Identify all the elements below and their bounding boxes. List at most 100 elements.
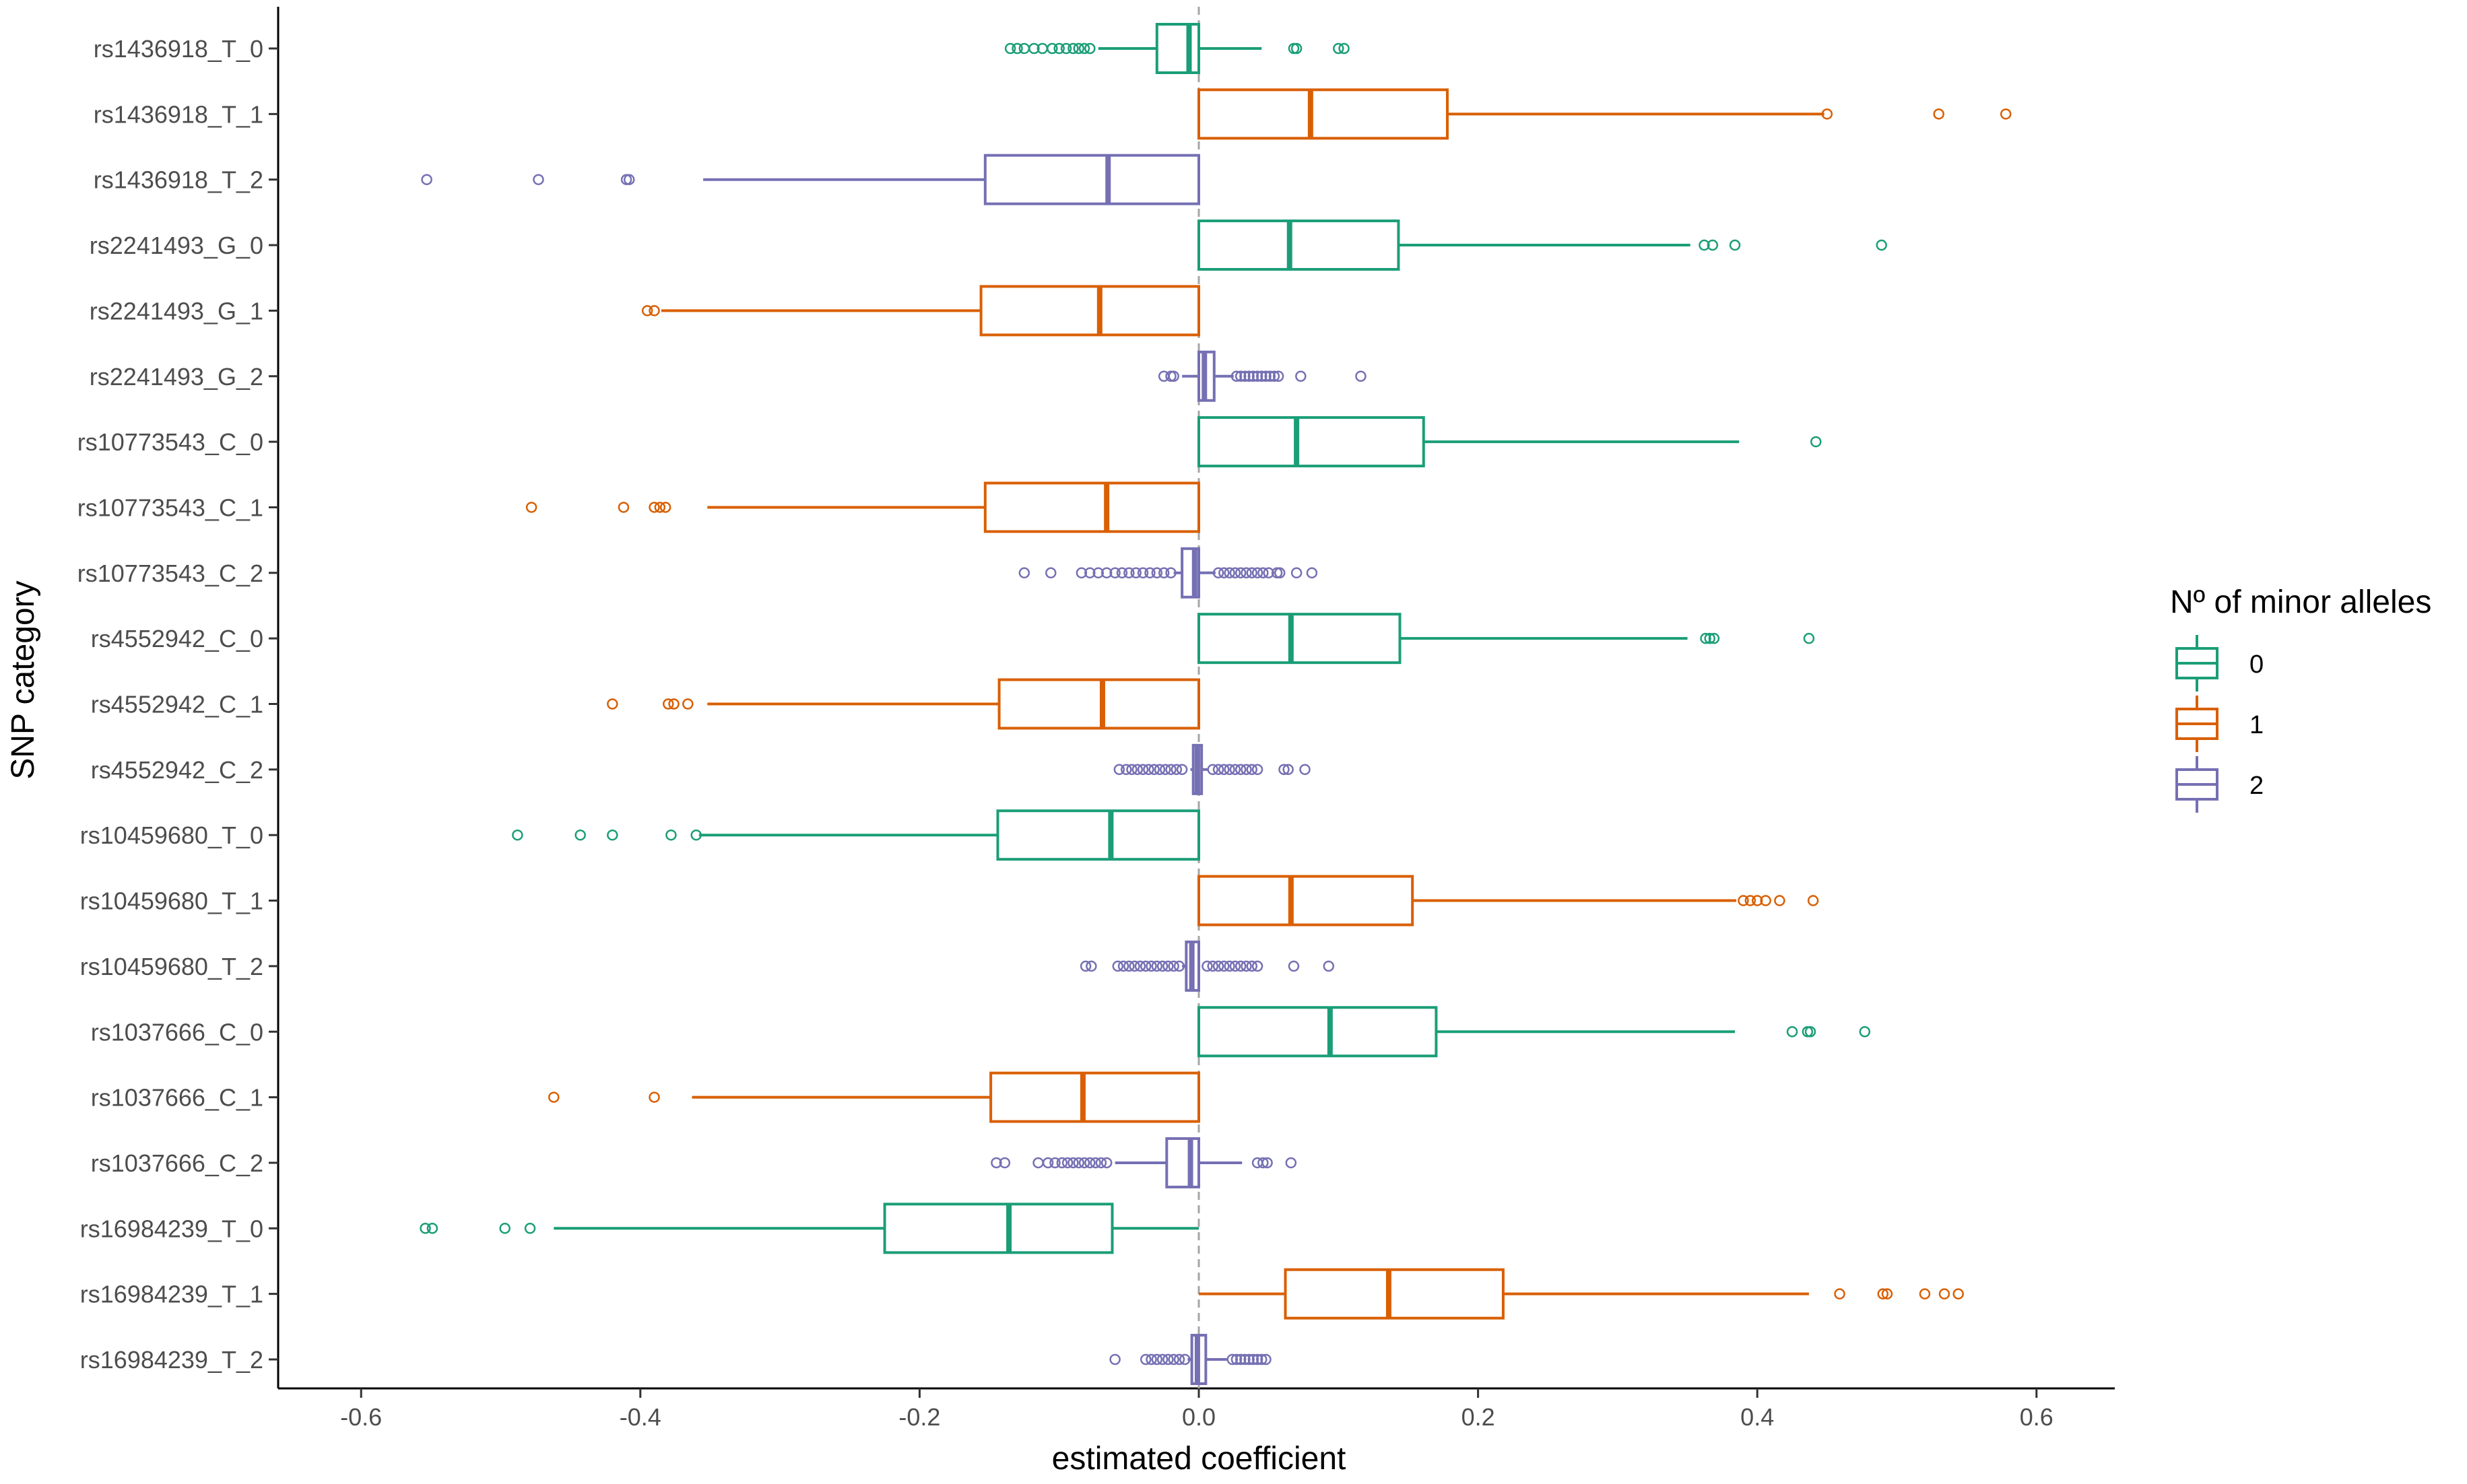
legend-key-2: 2: [2175, 756, 2264, 813]
outlier-point: [1173, 960, 1185, 972]
box-rs16984239_T_1: rs16984239_T_1: [80, 1268, 1964, 1320]
outlier-point: [1113, 764, 1125, 776]
outlier-point: [1226, 1353, 1239, 1365]
outlier-point: [1131, 764, 1144, 776]
outlier-point: [1073, 1157, 1084, 1169]
outlier-point: [1760, 895, 1771, 906]
outlier-point: [1095, 1157, 1107, 1169]
outlier-point: [1235, 1353, 1247, 1365]
box-rs2241493_G_0: rs2241493_G_0: [90, 220, 1887, 271]
y-tick-label: rs10773543_C_0: [77, 428, 263, 456]
outlier-point: [1049, 1157, 1061, 1169]
box-iqr: [1284, 1268, 1505, 1320]
box-rs10773543_C_2: rs10773543_C_2: [77, 547, 1318, 599]
outlier-point: [1229, 764, 1241, 776]
outlier-point: [1261, 1157, 1273, 1169]
x-tick-label: -0.2: [898, 1403, 940, 1431]
outlier-point: [1256, 1353, 1268, 1365]
outlier-point: [1100, 567, 1113, 579]
legend-label: 0: [2249, 650, 2264, 679]
outlier-point: [1230, 1353, 1243, 1365]
outlier-point: [1938, 1288, 1950, 1300]
outlier-point: [668, 698, 680, 710]
outlier-point: [623, 174, 635, 185]
outlier-point: [1061, 1157, 1074, 1169]
y-tick-label: rs10459680_T_2: [80, 953, 263, 980]
outlier-point: [1109, 1353, 1121, 1365]
outlier-point: [1018, 42, 1030, 55]
legend-label: 1: [2249, 711, 2264, 739]
outlier-point: [1268, 370, 1280, 382]
legend-title: Nº of minor alleles: [2170, 584, 2431, 620]
outlier-point: [649, 502, 660, 513]
box-iqr: [989, 1071, 1201, 1123]
outlier-point: [1148, 764, 1160, 776]
outlier-point: [1251, 1353, 1263, 1365]
outlier-point: [1084, 1157, 1096, 1169]
outlier-point: [1032, 1157, 1044, 1169]
outlier-point: [1090, 1157, 1101, 1169]
box-iqr: [1197, 613, 1402, 665]
box-rs10773543_C_1: rs10773543_C_1: [77, 481, 1201, 533]
outlier-point: [1299, 764, 1311, 776]
outlier-point: [1241, 764, 1252, 776]
outlier-point: [1162, 960, 1174, 972]
outlier-point: [1179, 1353, 1191, 1365]
outlier-point: [607, 698, 618, 710]
outlier-point: [1159, 764, 1171, 776]
x-axis-title: estimated coefficient: [1052, 1441, 1346, 1477]
outlier-point: [1140, 1353, 1152, 1365]
outlier-point: [1272, 370, 1284, 382]
outlier-point: [663, 698, 674, 710]
y-tick-label: rs16984239_T_2: [80, 1346, 263, 1374]
y-tick-label: rs1037666_C_0: [91, 1018, 263, 1046]
y-tick-label: rs1436918_T_2: [94, 166, 263, 194]
outlier-point: [1109, 567, 1121, 579]
box-iqr: [983, 154, 1201, 205]
outlier-point: [1933, 108, 1944, 120]
outlier-point: [499, 1223, 511, 1234]
outlier-point: [1168, 1353, 1179, 1365]
outlier-point: [1218, 567, 1230, 579]
outlier-point: [1123, 960, 1135, 972]
outlier-point: [690, 829, 702, 841]
outlier-point: [641, 305, 653, 316]
outlier-point: [1229, 567, 1241, 579]
x-tick-label: 0.4: [1740, 1403, 1774, 1431]
outlier-point: [1881, 1288, 1893, 1300]
outlier-point: [649, 1091, 660, 1103]
outlier-point: [1067, 42, 1079, 55]
outlier-point: [1112, 960, 1124, 972]
outlier-point: [1243, 370, 1255, 382]
x-tick-label: -0.4: [620, 1403, 661, 1431]
outlier-point: [1086, 960, 1097, 972]
outlier-point: [1247, 1353, 1259, 1365]
y-tick-label: rs1436918_T_1: [94, 100, 263, 128]
outlier-point: [1821, 108, 1833, 120]
outlier-point: [1168, 370, 1179, 382]
outlier-point: [1251, 960, 1263, 972]
outlier-point: [1018, 567, 1030, 579]
outlier-point: [1285, 1157, 1297, 1169]
outlier-point: [2000, 108, 2012, 120]
outlier-point: [1137, 764, 1149, 776]
box-iqr: [979, 285, 1201, 337]
outlier-point: [1274, 567, 1286, 579]
outlier-point: [659, 502, 671, 513]
outlier-point: [1859, 1026, 1871, 1038]
outlier-point: [1700, 632, 1711, 644]
outlier-point: [1290, 567, 1303, 579]
outlier-point: [1067, 1157, 1079, 1169]
outlier-point: [420, 1223, 431, 1234]
box-rs2241493_G_2: rs2241493_G_2: [90, 350, 1367, 402]
outlier-point: [1744, 895, 1756, 906]
box-iqr: [1197, 88, 1449, 140]
box-rs4552942_C_2: rs4552942_C_2: [91, 743, 1311, 795]
outlier-point: [1323, 960, 1335, 972]
outlier-point: [1056, 1157, 1068, 1169]
box-rs10459680_T_0: rs10459680_T_0: [80, 809, 1201, 861]
outlier-point: [1042, 1157, 1054, 1169]
outlier-point: [1176, 764, 1188, 776]
outlier-point: [1080, 960, 1092, 972]
outlier-point: [654, 502, 666, 513]
